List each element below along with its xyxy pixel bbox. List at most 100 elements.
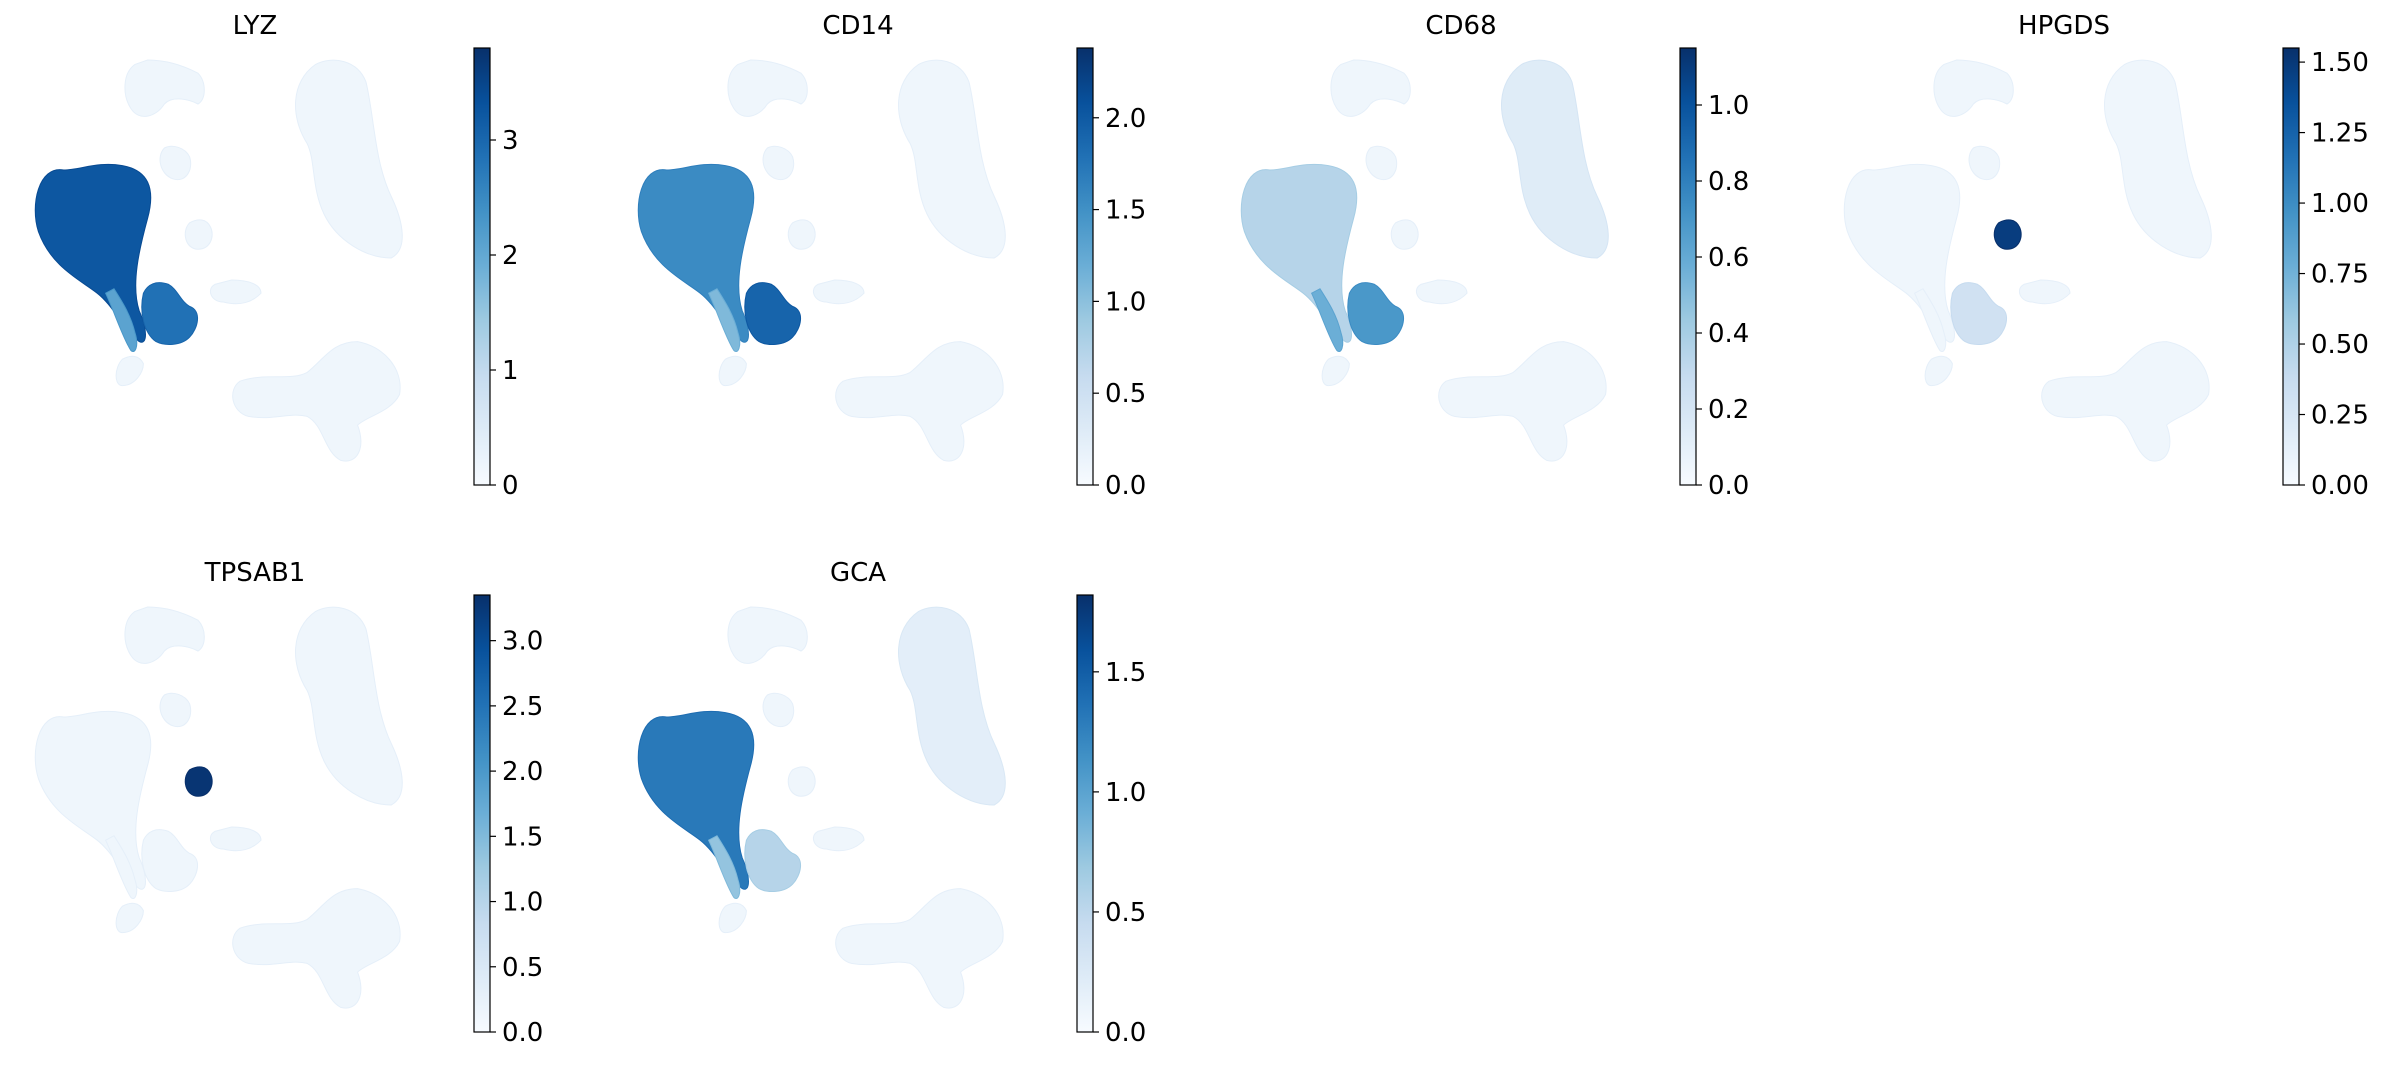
cluster-top-left-cluster: [1330, 59, 1411, 117]
panel-title: HPGDS: [2018, 11, 2110, 41]
umap-panel-cd68: CD68 0.0 0.2 0.4 0.6 0.8 1.0: [1240, 11, 1749, 501]
panel-title: CD14: [822, 11, 893, 41]
colorbar-tick-label: 0.6: [1708, 243, 1749, 273]
cluster-center-blob: [1950, 282, 2007, 345]
colorbar-tick-label: 0.5: [1105, 379, 1146, 409]
panel-title: GCA: [830, 558, 886, 588]
cluster-top-left-cluster: [727, 606, 808, 664]
cluster-small-upper-cluster: [1968, 145, 2001, 181]
cluster-small-center-cluster: [184, 219, 213, 250]
colorbar-tick-label: 0.50: [2311, 330, 2369, 360]
colorbar: 0.0 0.5 1.0 1.5 2.0: [1076, 47, 1146, 501]
colorbar-tick-label: 0.0: [1708, 471, 1749, 501]
cluster-small-upper-cluster: [1365, 145, 1398, 181]
cluster-bottom-right-lobe: [232, 888, 401, 1009]
cluster-small-center-cluster: [1993, 219, 2022, 250]
umap-panel-tpsab1: TPSAB1 0.0 0.5 1.0 1.5 2.0 2.5 3.0: [34, 558, 543, 1048]
colorbar: 0.0 0.5 1.0 1.5 2.0 2.5 3.0: [473, 594, 543, 1048]
colorbar-tick-label: 0: [502, 471, 519, 501]
cluster-left-large-lobe: [637, 163, 755, 343]
colorbar-tick-label: 1.5: [1105, 658, 1146, 688]
umap-panel-cd14: CD14 0.0 0.5 1.0 1.5 2.0: [637, 11, 1146, 501]
colorbar-tick-label: 0.75: [2311, 260, 2369, 290]
colorbar-tick-label: 2: [502, 241, 519, 271]
umap-panel-hpgds: HPGDS 0.00 0.25 0.50 0.75 1.00 1.25 1.50: [1843, 11, 2369, 501]
cluster-bottom-small: [115, 902, 144, 934]
cluster-bottom-small: [718, 355, 747, 387]
cluster-right-large-lobe: [295, 59, 403, 259]
colorbar-tick-label: 1.00: [2311, 189, 2369, 219]
cluster-left-large-lobe: [1843, 163, 1961, 343]
colorbar-tick-label: 1.0: [1105, 778, 1146, 808]
cluster-top-left-cluster: [124, 606, 205, 664]
colorbar-gradient: [1076, 47, 1094, 486]
colorbar: 0 1 2 3: [473, 47, 519, 501]
colorbar-tick-label: 3: [502, 126, 519, 156]
colorbar-tick-label: 1: [502, 356, 519, 386]
cluster-right-large-lobe: [295, 606, 403, 806]
cluster-top-left-cluster: [1933, 59, 2014, 117]
cluster-small-center-cluster: [184, 766, 213, 797]
colorbar-tick-label: 1.50: [2311, 48, 2369, 78]
colorbar-tick-label: 1.0: [1105, 287, 1146, 317]
cluster-right-elongated: [209, 826, 262, 852]
cluster-right-elongated: [1415, 279, 1468, 305]
cluster-left-large-lobe: [34, 163, 152, 343]
cluster-left-large-lobe: [637, 710, 755, 890]
colorbar-tick-label: 0.0: [1105, 471, 1146, 501]
cluster-small-upper-cluster: [762, 692, 795, 728]
colorbar-tick-label: 0.4: [1708, 319, 1749, 349]
cluster-top-left-cluster: [124, 59, 205, 117]
cluster-small-upper-cluster: [159, 145, 192, 181]
panel-title: CD68: [1425, 11, 1496, 41]
cluster-bottom-small: [115, 355, 144, 387]
colorbar-tick-label: 2.0: [1105, 104, 1146, 134]
colorbar-tick-label: 0.00: [2311, 471, 2369, 501]
colorbar-tick-label: 0.5: [502, 953, 543, 983]
cluster-bottom-right-lobe: [232, 341, 401, 462]
cluster-bottom-right-lobe: [2041, 341, 2210, 462]
cluster-center-blob: [141, 829, 198, 892]
cluster-small-center-cluster: [787, 219, 816, 250]
colorbar: 0.0 0.2 0.4 0.6 0.8 1.0: [1679, 47, 1749, 501]
colorbar-tick-label: 0.0: [502, 1018, 543, 1048]
cluster-small-upper-cluster: [159, 692, 192, 728]
cluster-right-elongated: [2018, 279, 2071, 305]
colorbar-gradient: [2282, 47, 2300, 486]
cluster-small-center-cluster: [787, 766, 816, 797]
colorbar-tick-label: 2.0: [502, 757, 543, 787]
cluster-small-upper-cluster: [762, 145, 795, 181]
cluster-bottom-small: [1321, 355, 1350, 387]
colorbar-tick-label: 1.0: [502, 888, 543, 918]
umap-panel-gca: GCA 0.0 0.5 1.0 1.5: [637, 558, 1146, 1048]
colorbar-tick-label: 0.2: [1708, 395, 1749, 425]
cluster-left-lobe-stem: [1913, 288, 1947, 352]
colorbar-tick-label: 2.5: [502, 692, 543, 722]
cluster-right-large-lobe: [898, 606, 1006, 806]
colorbar-tick-label: 1.25: [2311, 119, 2369, 149]
umap-panel-lyz: LYZ 0 1 2 3: [34, 11, 519, 501]
colorbar-tick-label: 0.0: [1105, 1018, 1146, 1048]
cluster-right-large-lobe: [2104, 59, 2212, 259]
colorbar-tick-label: 1.5: [502, 822, 543, 852]
colorbar-tick-label: 1.0: [1708, 91, 1749, 121]
colorbar-tick-label: 1.5: [1105, 196, 1146, 226]
cluster-bottom-small: [1924, 355, 1953, 387]
cluster-top-left-cluster: [727, 59, 808, 117]
cluster-left-large-lobe: [34, 710, 152, 890]
cluster-left-lobe-stem: [707, 835, 741, 899]
panel-title: LYZ: [233, 11, 278, 41]
cluster-center-blob: [744, 282, 801, 345]
colorbar-tick-label: 3.0: [502, 627, 543, 657]
cluster-left-lobe-stem: [707, 288, 741, 352]
cluster-center-blob: [1347, 282, 1404, 345]
colorbar-gradient: [473, 47, 491, 486]
cluster-left-large-lobe: [1240, 163, 1358, 343]
colorbar-tick-label: 0.5: [1105, 898, 1146, 928]
cluster-left-lobe-stem: [104, 835, 138, 899]
cluster-bottom-small: [718, 902, 747, 934]
cluster-right-elongated: [812, 826, 865, 852]
colorbar: 0.00 0.25 0.50 0.75 1.00 1.25 1.50: [2282, 47, 2369, 501]
cluster-bottom-right-lobe: [835, 888, 1004, 1009]
